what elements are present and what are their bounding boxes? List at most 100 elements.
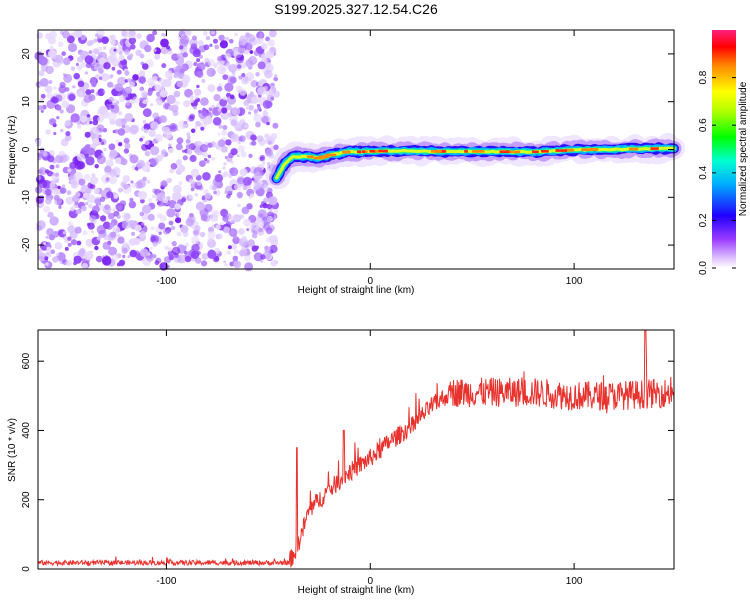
noise-blob (47, 211, 54, 218)
noise-blob (143, 128, 149, 134)
noise-blob (273, 76, 279, 82)
noise-blob (195, 120, 201, 127)
noise-blob (235, 47, 241, 53)
noise-blob (125, 87, 132, 94)
noise-blob (223, 226, 231, 234)
noise-blob (199, 54, 203, 59)
noise-blob (136, 33, 142, 39)
noise-blob (161, 32, 165, 37)
noise-blob (237, 141, 241, 145)
noise-blob (217, 65, 227, 75)
noise-blob (96, 63, 100, 67)
noise-blob (134, 224, 142, 232)
noise-blob (176, 137, 184, 145)
noise-blob (207, 142, 213, 148)
signal-peak (471, 150, 478, 153)
colorbar-tick-label: 0.0 (698, 261, 709, 275)
spectrogram-y-ticks: -20 -10 0 10 20 (21, 48, 674, 252)
signal-peak (369, 150, 377, 153)
noise-blob (239, 249, 247, 257)
noise-blob (255, 121, 261, 128)
noise-blob (214, 174, 223, 183)
noise-blob (178, 165, 186, 172)
noise-blob (150, 157, 159, 167)
noise-blob (192, 49, 201, 58)
noise-blob (255, 245, 259, 250)
noise-blob (270, 133, 278, 140)
y-tick-label: -10 (21, 190, 32, 205)
noise-blob (248, 33, 252, 38)
noise-blob (103, 62, 111, 70)
noise-blob (147, 213, 155, 221)
noise-blob (272, 122, 279, 129)
noise-blob (107, 111, 117, 121)
noise-blob (108, 96, 114, 103)
noise-blob (55, 252, 60, 256)
noise-blob (148, 198, 153, 203)
noise-blob (226, 193, 231, 199)
noise-blob (73, 255, 82, 264)
noise-blob (266, 162, 271, 166)
noise-blob (257, 106, 262, 111)
noise-blob (67, 236, 72, 241)
noise-blob (176, 212, 182, 217)
noise-blob (44, 256, 49, 261)
noise-blob (196, 84, 200, 89)
signal-peak (531, 150, 539, 154)
noise-blob (77, 153, 85, 162)
noise-blob (45, 129, 51, 135)
noise-blob (129, 30, 135, 37)
noise-blob (97, 116, 104, 123)
noise-blob (194, 95, 199, 100)
noise-blob (94, 164, 99, 169)
noise-blob (267, 39, 275, 47)
noise-blob (92, 137, 100, 145)
noise-blob (97, 46, 103, 52)
noise-blob (212, 117, 222, 126)
noise-blob (152, 30, 158, 36)
noise-blob (241, 235, 248, 242)
noise-blob (66, 35, 75, 44)
noise-blob (168, 220, 174, 226)
colorbar-ticks: 0.0 0.2 0.4 0.6 0.8 (698, 70, 736, 275)
noise-blob (58, 150, 65, 157)
noise-blob (225, 104, 232, 111)
noise-blob (158, 78, 165, 85)
noise-blob (156, 100, 163, 106)
noise-blob (94, 245, 99, 251)
noise-blob (194, 125, 198, 130)
signal-peak (361, 150, 366, 153)
noise-blob (233, 183, 242, 191)
noise-blob (222, 125, 228, 130)
noise-blob (146, 253, 155, 262)
noise-blob (261, 43, 268, 50)
noise-blob (43, 205, 51, 213)
noise-blob (109, 149, 118, 158)
noise-blob (128, 200, 137, 209)
signal-peak (508, 150, 513, 154)
noise-blob (139, 137, 144, 142)
noise-blob (249, 50, 254, 54)
noise-blob (149, 246, 153, 250)
noise-blob (170, 225, 176, 231)
noise-blob (185, 242, 190, 247)
noise-blob (137, 191, 143, 197)
noise-blob (161, 182, 167, 188)
noise-blob (244, 49, 250, 55)
noise-blob (257, 209, 267, 219)
noise-blob (270, 259, 278, 267)
noise-blob (202, 151, 208, 158)
colorbar-tick-label: 0.2 (698, 213, 709, 227)
noise-blob (42, 151, 48, 157)
noise-blob (224, 263, 228, 267)
noise-blob (200, 126, 205, 131)
noise-blob (248, 111, 252, 115)
noise-blob (225, 139, 232, 146)
noise-blob (218, 124, 223, 129)
noise-blob (139, 231, 147, 238)
noise-blob (154, 260, 160, 266)
noise-blob (226, 250, 232, 256)
noise-blob (194, 192, 199, 197)
noise-blob (265, 100, 273, 109)
noise-blob (207, 249, 217, 259)
